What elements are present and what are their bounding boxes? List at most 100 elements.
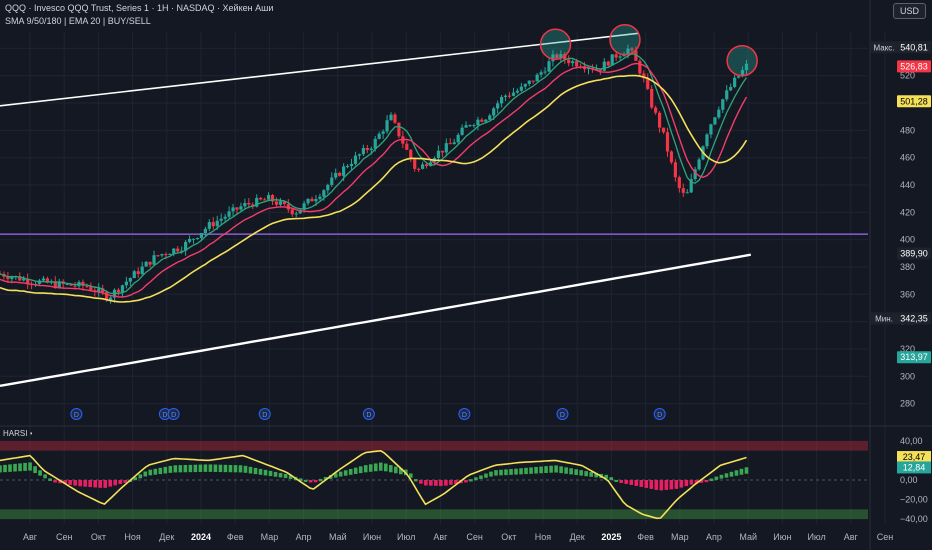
y-tick-label: 480 — [900, 125, 915, 135]
osc-bar — [98, 480, 102, 488]
candle-body — [369, 148, 373, 151]
x-tick-label: Апр — [296, 532, 312, 542]
candle-body — [559, 53, 563, 58]
osc-bar — [499, 469, 503, 476]
candle-body — [575, 61, 579, 67]
osc-bar — [168, 465, 173, 473]
candle-body — [156, 255, 160, 257]
y-tick-label: 460 — [900, 153, 915, 163]
osc-bar — [469, 479, 473, 482]
candle-body — [57, 281, 61, 288]
candle-body — [642, 73, 646, 79]
osc-bar — [283, 473, 288, 479]
x-tick-label: Фев — [227, 532, 244, 542]
candle-body — [330, 177, 334, 185]
candle-body — [638, 60, 642, 74]
candle-body — [476, 119, 480, 126]
osc-bar — [594, 472, 598, 478]
osc-bar — [218, 464, 223, 473]
osc-bar — [694, 480, 699, 484]
candle-body — [733, 77, 737, 87]
price-label: 501,28 — [900, 96, 928, 106]
osc-bar — [143, 471, 148, 477]
price-label-box — [897, 247, 931, 260]
candle-body — [136, 271, 140, 275]
candle-body — [697, 159, 701, 170]
candle-body — [673, 162, 677, 178]
candle-body — [361, 148, 365, 155]
candle-body — [519, 86, 523, 91]
candle-body — [176, 248, 180, 252]
candle-body — [338, 172, 342, 176]
candle-body — [582, 67, 587, 70]
candle-body — [567, 59, 571, 64]
candle-body — [626, 48, 630, 55]
dividend-marker-letter: D — [657, 412, 662, 419]
osc-bar — [398, 468, 403, 475]
osc-bar — [539, 466, 543, 474]
osc-bar — [58, 480, 62, 484]
osc-bar — [674, 480, 679, 489]
osc-bar — [484, 473, 488, 478]
osc-bar — [278, 472, 283, 478]
price-label: 389,90 — [900, 248, 928, 258]
candle-body — [448, 143, 452, 145]
candle-body — [721, 99, 725, 110]
x-tick-label: Окт — [501, 532, 516, 542]
ema20-line — [0, 62, 748, 298]
candle-body — [219, 218, 223, 221]
x-tick-label: Дек — [570, 532, 585, 542]
osc-bar — [714, 476, 719, 480]
candle-body — [551, 54, 555, 62]
osc-bar — [569, 468, 573, 475]
candle-body — [124, 281, 128, 286]
oscillator-label: HARSI • — [3, 429, 33, 438]
price-label: 342,35 — [900, 313, 928, 323]
candle-body — [413, 159, 417, 169]
candle-body — [705, 134, 709, 147]
osc-bar — [338, 471, 343, 477]
candle-body — [511, 92, 516, 96]
osc-bar — [353, 467, 358, 474]
dividend-marker-letter: D — [162, 412, 167, 419]
osc-bar — [544, 466, 548, 473]
candle-body — [681, 188, 685, 193]
osc-bar — [454, 480, 458, 485]
osc-bar — [343, 470, 348, 476]
candle-body — [73, 285, 77, 287]
candle-body — [247, 202, 251, 205]
candle-body — [215, 220, 219, 227]
osc-bar — [669, 480, 674, 490]
osc-signal-line — [0, 449, 747, 520]
osc-bar — [3, 464, 7, 473]
osc-bar — [719, 474, 724, 479]
osc-bar — [679, 480, 684, 488]
candle-body — [97, 288, 101, 293]
price-label: 313,97 — [900, 352, 928, 362]
x-tick-label: Сен — [56, 532, 73, 542]
candle-body — [468, 125, 472, 127]
candle-body — [484, 119, 488, 122]
candle-body — [744, 63, 749, 71]
price-label: 526,83 — [900, 61, 928, 71]
x-tick-label: Окт — [91, 532, 106, 542]
candle-body — [417, 168, 421, 170]
osc-bar — [584, 471, 588, 477]
osc-bar — [48, 478, 52, 481]
osc-bar — [549, 465, 553, 473]
candle-body — [598, 69, 602, 71]
dividend-marker-letter: D — [171, 412, 176, 419]
osc-bar — [93, 480, 97, 488]
candle-body — [160, 254, 164, 256]
currency-button[interactable]: USD — [892, 3, 926, 19]
candle-body — [195, 237, 200, 239]
x-tick-label: Фев — [637, 532, 654, 542]
candle-body — [342, 166, 346, 176]
osc-bar — [118, 480, 123, 485]
candle-body — [223, 216, 227, 219]
candle-body — [22, 278, 26, 281]
osc-bar — [38, 470, 42, 476]
dividend-marker — [653, 408, 666, 420]
osc-value-box — [897, 451, 931, 464]
